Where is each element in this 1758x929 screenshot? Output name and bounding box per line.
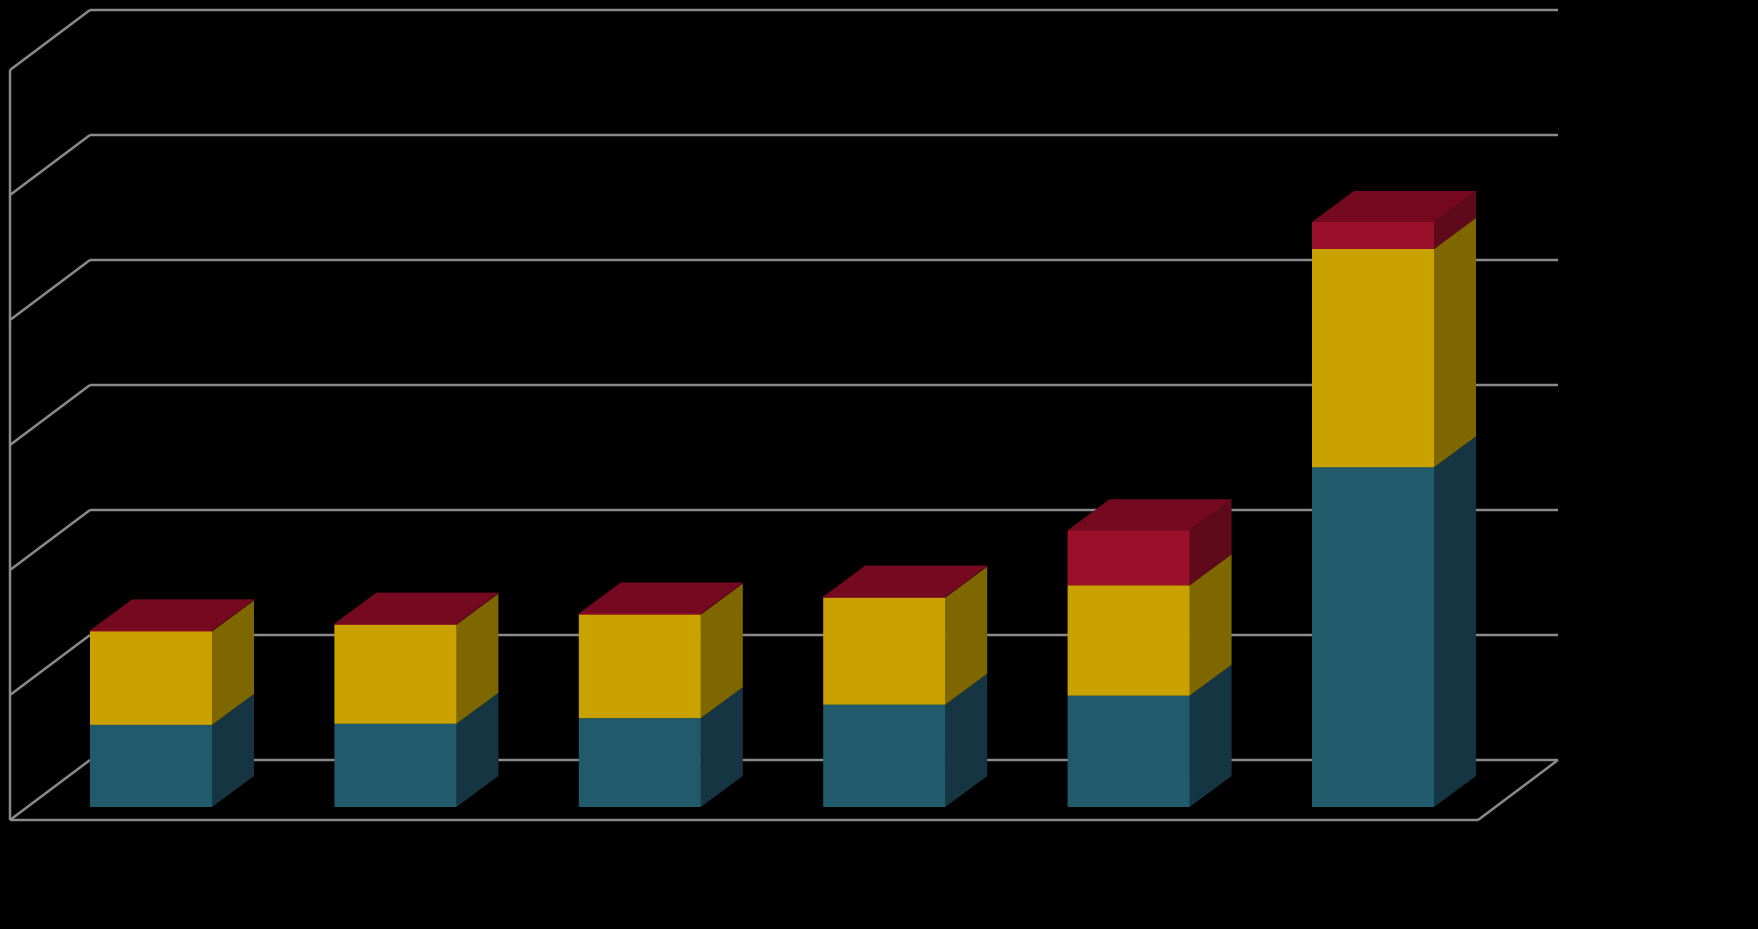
bar-segment-side xyxy=(700,582,743,615)
bar-segment-side xyxy=(1434,436,1476,807)
bar-stack xyxy=(823,565,988,807)
bar-segment-side xyxy=(456,592,499,625)
side-gridline xyxy=(9,384,91,446)
bar-segment xyxy=(334,723,457,807)
bar-top xyxy=(90,599,254,631)
bar-segment xyxy=(90,724,212,807)
bar-segment xyxy=(90,630,212,632)
bar-segment xyxy=(823,596,946,598)
bar-top xyxy=(334,592,499,624)
bars xyxy=(90,191,1476,807)
side-gridline xyxy=(9,509,91,571)
bar-segment xyxy=(1312,467,1434,807)
bar-stack xyxy=(578,582,743,807)
bar-segment-side xyxy=(1189,554,1232,696)
bar-segment xyxy=(1067,530,1190,586)
bar-segment-side xyxy=(945,565,988,598)
bar-segment-side xyxy=(212,693,254,807)
bar-stack xyxy=(1312,191,1476,807)
bar-stack xyxy=(334,592,499,807)
bar-segment-side xyxy=(456,593,499,724)
bar-segment xyxy=(334,623,457,625)
bar-segment-side xyxy=(1434,218,1476,468)
side-gridline xyxy=(9,759,91,821)
bar-segment-side xyxy=(1189,664,1232,807)
bar-stack xyxy=(90,599,254,807)
side-gridline xyxy=(9,134,91,196)
bar-segment xyxy=(578,614,701,719)
bar-stack xyxy=(1067,499,1232,807)
bar-segment xyxy=(334,624,457,724)
bar-segment xyxy=(578,718,701,807)
bar-segment xyxy=(1067,585,1190,696)
bar-segment-side xyxy=(945,673,988,807)
bar-top xyxy=(1067,499,1232,531)
bar-segment-side xyxy=(212,600,254,725)
bar-segment-side xyxy=(700,583,743,719)
bar-segment-side xyxy=(456,692,499,807)
side-gridline xyxy=(9,9,91,71)
bar-segment xyxy=(823,597,946,705)
side-gridline xyxy=(9,634,91,696)
bar-segment xyxy=(1067,695,1190,807)
side-gridline xyxy=(9,259,91,321)
bar-segment-side xyxy=(212,599,254,632)
bar-top xyxy=(1312,191,1476,222)
bar-segment-side xyxy=(1189,499,1232,586)
bar-segment-side xyxy=(945,566,988,705)
bar-top xyxy=(578,582,743,614)
bar-top xyxy=(823,565,988,597)
bar-segment-side xyxy=(1434,191,1476,249)
bar-segment xyxy=(90,631,212,725)
floor-right-edge xyxy=(1477,759,1559,821)
bar-segment xyxy=(578,613,701,615)
bar-segment xyxy=(1312,222,1434,249)
bar-segment xyxy=(1312,249,1434,468)
bar-segment xyxy=(823,704,946,807)
bar-segment-side xyxy=(700,687,743,807)
